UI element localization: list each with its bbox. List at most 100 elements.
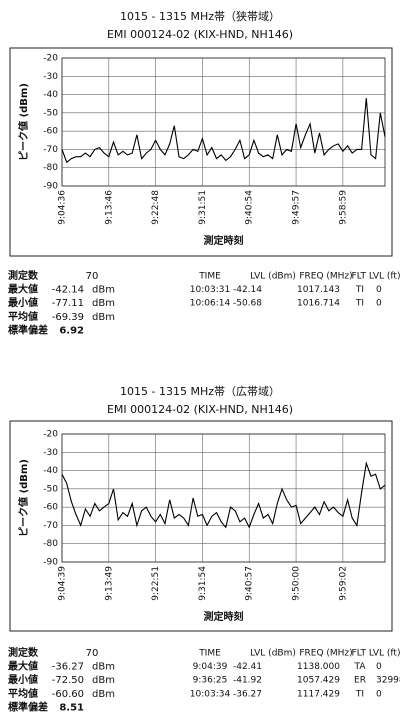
- table-header: LVL (dBm): [250, 649, 296, 659]
- table-cell: TI: [355, 285, 364, 295]
- summary-value: -69.39: [52, 312, 84, 323]
- y-tick-label: -80: [43, 539, 58, 549]
- plot-area: [61, 433, 386, 563]
- x-tick-label: 9:58:59: [338, 190, 348, 225]
- table-cell: 32998: [376, 676, 400, 686]
- summary-label: 最大値: [8, 660, 38, 673]
- table-cell: -42.14: [233, 285, 262, 295]
- chart-title: 1015 - 1315 MHz帯（狭帯域）: [120, 10, 280, 23]
- summary-value: 6.92: [59, 325, 84, 336]
- table-cell: 0: [376, 285, 382, 295]
- summary-label: 平均値: [8, 310, 38, 323]
- summary-label: 平均値: [8, 687, 38, 700]
- summary-value: -72.50: [52, 675, 84, 686]
- chart-subtitle: EMI 000124-02 (KIX-HND, NH146): [107, 403, 293, 416]
- table-cell: -36.27: [233, 689, 262, 699]
- table-cell: 0: [376, 689, 382, 699]
- table-cell: 1117.429: [297, 689, 340, 699]
- table-cell: -41.92: [233, 676, 262, 686]
- y-tick-label: -60: [43, 127, 58, 137]
- x-tick-label: 9:13:46: [104, 190, 114, 225]
- x-tick-label: 9:49:57: [292, 190, 302, 225]
- summary-unit: dBm: [92, 675, 115, 686]
- summary-unit: dBm: [92, 662, 115, 673]
- y-tick-label: -70: [43, 145, 58, 155]
- table-cell: -42.41: [233, 662, 262, 672]
- table-header: TIME: [198, 649, 221, 659]
- table-cell: 1016.714: [297, 299, 340, 309]
- table-cell: 0: [376, 299, 382, 309]
- table-cell: 1138.000: [297, 662, 340, 672]
- x-tick-label: 9:22:48: [151, 190, 161, 225]
- x-tick-label: 9:40:54: [245, 190, 255, 225]
- summary-value: 8.51: [59, 702, 84, 713]
- y-axis-label: ピーク値 (dBm): [17, 459, 30, 537]
- y-tick-label: -40: [43, 466, 58, 476]
- summary-label: 標準偏差: [8, 700, 48, 713]
- x-tick-label: 9:04:39: [58, 566, 68, 601]
- y-axis-label: ピーク値 (dBm): [17, 83, 30, 161]
- x-tick-label: 9:31:54: [198, 566, 208, 601]
- y-tick-label: -30: [43, 448, 58, 458]
- table-cell: 10:03:31: [190, 285, 230, 295]
- y-tick-label: -50: [43, 108, 58, 118]
- summary-label: 測定数: [8, 269, 39, 282]
- y-tick-label: -60: [43, 503, 58, 513]
- x-tick-label: 9:40:57: [245, 566, 255, 601]
- chart-frame: [9, 47, 393, 257]
- table-cell: 10:06:14: [190, 299, 231, 309]
- y-tick-label: -50: [43, 484, 58, 494]
- summary-unit: dBm: [92, 689, 115, 700]
- x-axis-label: 測定時刻: [204, 610, 244, 623]
- table-cell: 9:04:39: [193, 662, 228, 672]
- summary-value: 70: [86, 271, 99, 282]
- plot-area: [61, 57, 386, 187]
- y-tick-label: -30: [43, 72, 58, 82]
- summary-unit: dBm: [92, 285, 115, 296]
- summary-label: 測定数: [8, 646, 39, 659]
- summary-value: 70: [86, 648, 99, 659]
- table-cell: 0: [376, 662, 382, 672]
- data-line: [61, 461, 386, 529]
- y-tick-label: -80: [43, 163, 58, 173]
- table-cell: 1057.429: [297, 676, 340, 686]
- table-header: FREQ (MHz): [299, 272, 352, 282]
- table-cell: TI: [355, 299, 364, 309]
- x-tick-label: 9:31:51: [198, 190, 208, 225]
- y-tick-label: -90: [43, 182, 58, 192]
- table-cell: TI: [355, 689, 364, 699]
- table-header: FREQ (MHz): [299, 649, 352, 659]
- x-tick-label: 9:50:00: [292, 566, 302, 601]
- chart-subtitle: EMI 000124-02 (KIX-HND, NH146): [107, 28, 293, 41]
- y-tick-label: -20: [43, 54, 58, 64]
- summary-label: 最小値: [8, 673, 38, 686]
- summary-value: -60.60: [52, 689, 84, 700]
- chart-frame: [9, 420, 393, 632]
- summary-value: -77.11: [52, 298, 84, 309]
- data-line: [61, 98, 386, 164]
- x-tick-label: 9:59:02: [338, 566, 348, 601]
- table-cell: 1017.143: [297, 285, 340, 295]
- table-header: LVL (dBm): [250, 272, 296, 282]
- summary-label: 標準偏差: [8, 323, 48, 336]
- x-tick-label: 9:22:51: [151, 566, 161, 601]
- table-cell: -50.68: [233, 299, 262, 309]
- table-cell: ER: [354, 676, 366, 686]
- table-cell: 9:36:25: [193, 676, 228, 686]
- summary-unit: dBm: [92, 312, 115, 323]
- summary-value: -42.14: [52, 285, 84, 296]
- y-tick-label: -40: [43, 90, 58, 100]
- table-cell: 10:03:34: [190, 689, 231, 699]
- y-tick-label: -70: [43, 521, 58, 531]
- chart-title: 1015 - 1315 MHz帯（広帯域）: [120, 385, 280, 398]
- y-tick-label: -90: [43, 558, 58, 568]
- x-tick-label: 9:04:36: [58, 190, 68, 225]
- summary-label: 最大値: [8, 283, 38, 296]
- table-header: TIME: [198, 272, 221, 282]
- table-cell: TA: [354, 662, 367, 672]
- summary-label: 最小値: [8, 296, 38, 309]
- x-axis-label: 測定時刻: [204, 234, 244, 247]
- y-tick-label: -20: [43, 430, 58, 440]
- x-tick-label: 9:13:49: [104, 566, 114, 601]
